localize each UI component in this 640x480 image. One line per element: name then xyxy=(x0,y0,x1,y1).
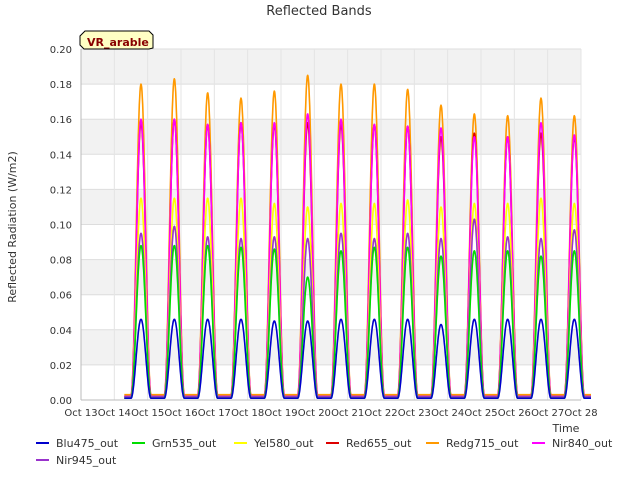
y-tick-label: 0.16 xyxy=(50,115,72,126)
legend-label: Nir945_out xyxy=(56,454,117,467)
x-tick-label: Oct 24 xyxy=(431,408,464,419)
x-tick-label: Oct 15 xyxy=(131,408,164,419)
y-tick-label: 0.10 xyxy=(50,221,72,232)
legend-entry: Nir945_out xyxy=(36,454,117,467)
x-tick-label: Oct 25 xyxy=(464,408,497,419)
grid-band xyxy=(81,329,581,365)
legend: Blu475_out Grn535_out Yel580_out Red655_out… xyxy=(36,437,613,467)
legend-entry: Blu475_out xyxy=(36,437,119,450)
legend-label: Redg715_out xyxy=(446,437,519,450)
series-line-yel580-out xyxy=(123,197,592,400)
legend-label: Red655_out xyxy=(346,437,412,450)
legend-entry: Yel580_out xyxy=(234,437,314,450)
x-tick-label: Oct 17 xyxy=(198,408,231,419)
x-tick-label: Oct 13 xyxy=(64,408,97,419)
chart-title: Reflected Bands xyxy=(266,4,372,19)
legend-entry: Red655_out xyxy=(326,437,412,450)
y-tick-label: 0.12 xyxy=(50,185,72,196)
badge: VR_arable xyxy=(79,30,154,50)
x-tick-labels: Oct 13 Oct 14 Oct 15 Oct 16 Oct 17 Oct 18 Oct … xyxy=(64,408,597,419)
grid-band xyxy=(81,189,581,225)
axes xyxy=(80,49,581,401)
x-tick-label: Oct 20 xyxy=(298,408,331,419)
legend-label: Yel580_out xyxy=(253,437,314,450)
legend-label: Blu475_out xyxy=(56,437,119,450)
y-tick-label: 0.02 xyxy=(50,361,72,372)
legend-entry: Redg715_out xyxy=(426,437,519,450)
y-tick-label: 0.08 xyxy=(50,256,72,267)
y-tick-labels: 0.00 0.02 0.04 0.06 0.08 0.10 0.12 0.14 0.16 0.18… xyxy=(50,45,72,407)
grid-band xyxy=(81,49,581,85)
x-tick-label: Oct 23 xyxy=(398,408,431,419)
y-axis-label: Reflected Radiation (W/m2) xyxy=(6,151,19,303)
y-tick-label: 0.20 xyxy=(50,45,72,56)
legend-entry: Grn535_out xyxy=(132,437,217,450)
y-tick-label: 0.18 xyxy=(50,80,72,91)
x-tick-label: Oct 27 xyxy=(531,408,564,419)
x-tick-label: Oct 22 xyxy=(364,408,397,419)
grid-band xyxy=(81,259,581,295)
badge-box xyxy=(79,30,154,50)
background-bands xyxy=(81,49,581,365)
x-tick-label: Oct 18 xyxy=(231,408,264,419)
x-tick-label: Oct 16 xyxy=(164,408,197,419)
x-axis-label: Time xyxy=(552,422,580,435)
series-line-blu475-out xyxy=(123,318,592,400)
y-tick-label: 0.06 xyxy=(50,291,72,302)
x-tick-label: Oct 26 xyxy=(498,408,531,419)
series-line-nir945-out xyxy=(123,218,592,398)
grid-band xyxy=(81,119,581,155)
y-tick-label: 0.14 xyxy=(50,150,72,161)
badge-label: VR_arable xyxy=(87,36,149,49)
legend-label: Grn535_out xyxy=(152,437,217,450)
series-layer xyxy=(123,74,592,400)
y-tick-label: 0.00 xyxy=(50,396,72,407)
x-tick-label: Oct 14 xyxy=(98,408,131,419)
x-tick-label: Oct 28 xyxy=(564,408,597,419)
legend-entry: Nir840_out xyxy=(532,437,613,450)
legend-label: Nir840_out xyxy=(552,437,613,450)
x-tick-label: Oct 21 xyxy=(331,408,364,419)
x-tick-label: Oct 19 xyxy=(264,408,297,419)
y-tick-label: 0.04 xyxy=(50,326,72,337)
